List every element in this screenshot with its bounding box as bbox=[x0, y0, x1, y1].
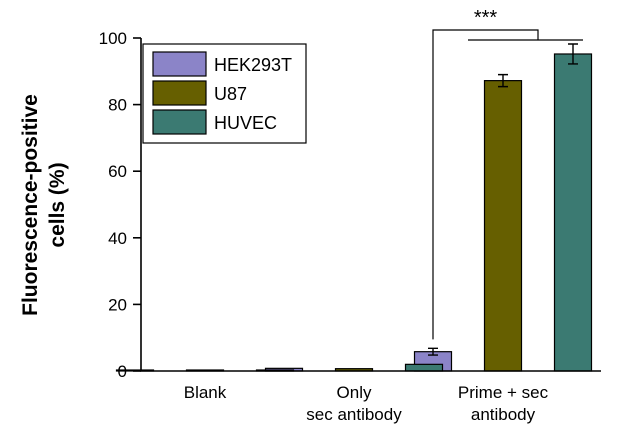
legend: HEK293T U87 HUVEC bbox=[142, 43, 307, 144]
bar-u87-2 bbox=[483, 80, 523, 372]
bar-huvec-1 bbox=[404, 363, 444, 372]
x-category-label: antibody bbox=[471, 405, 536, 424]
x-category-label: sec antibody bbox=[306, 405, 402, 424]
error-bar-u87-2 bbox=[498, 73, 508, 88]
bars bbox=[115, 53, 593, 372]
legend-label-hek293t: HEK293T bbox=[214, 55, 292, 75]
y-axis-title-line: Fluorescence-positive bbox=[19, 94, 42, 316]
legend-swatch-huvec bbox=[152, 109, 207, 135]
y-axis-title: Fluorescence-positive cells (%) bbox=[19, 94, 69, 316]
legend-label-u87: U87 bbox=[214, 84, 247, 104]
legend-label-huvec: HUVEC bbox=[214, 113, 277, 133]
y-tick-label: 20 bbox=[108, 295, 127, 314]
y-tick-label: 40 bbox=[108, 229, 127, 248]
x-category-label: Prime + sec bbox=[458, 383, 549, 402]
bar-huvec-2 bbox=[553, 53, 593, 372]
error-bar-hek293t-2 bbox=[428, 347, 438, 356]
x-axis-labels: Blank Only sec antibody Prime + sec antibody bbox=[184, 383, 549, 424]
x-category-label: Only bbox=[337, 383, 372, 402]
y-axis-ticks: 020406080100 bbox=[99, 29, 141, 381]
x-category-label: Blank bbox=[184, 383, 227, 402]
legend-swatch-hek293t bbox=[152, 51, 207, 77]
y-axis-title-line: cells (%) bbox=[46, 162, 69, 247]
y-tick-label: 80 bbox=[108, 96, 127, 115]
legend-swatch-u87 bbox=[152, 80, 207, 106]
significance-annotation: *** bbox=[432, 7, 583, 340]
significance-stars: *** bbox=[474, 7, 498, 29]
significance-bracket bbox=[432, 29, 583, 340]
axes bbox=[140, 38, 601, 372]
error-bar-huvec-2 bbox=[568, 43, 578, 65]
y-tick-label: 60 bbox=[108, 162, 127, 181]
error-bars bbox=[428, 43, 578, 356]
y-tick-label: 100 bbox=[99, 29, 127, 48]
